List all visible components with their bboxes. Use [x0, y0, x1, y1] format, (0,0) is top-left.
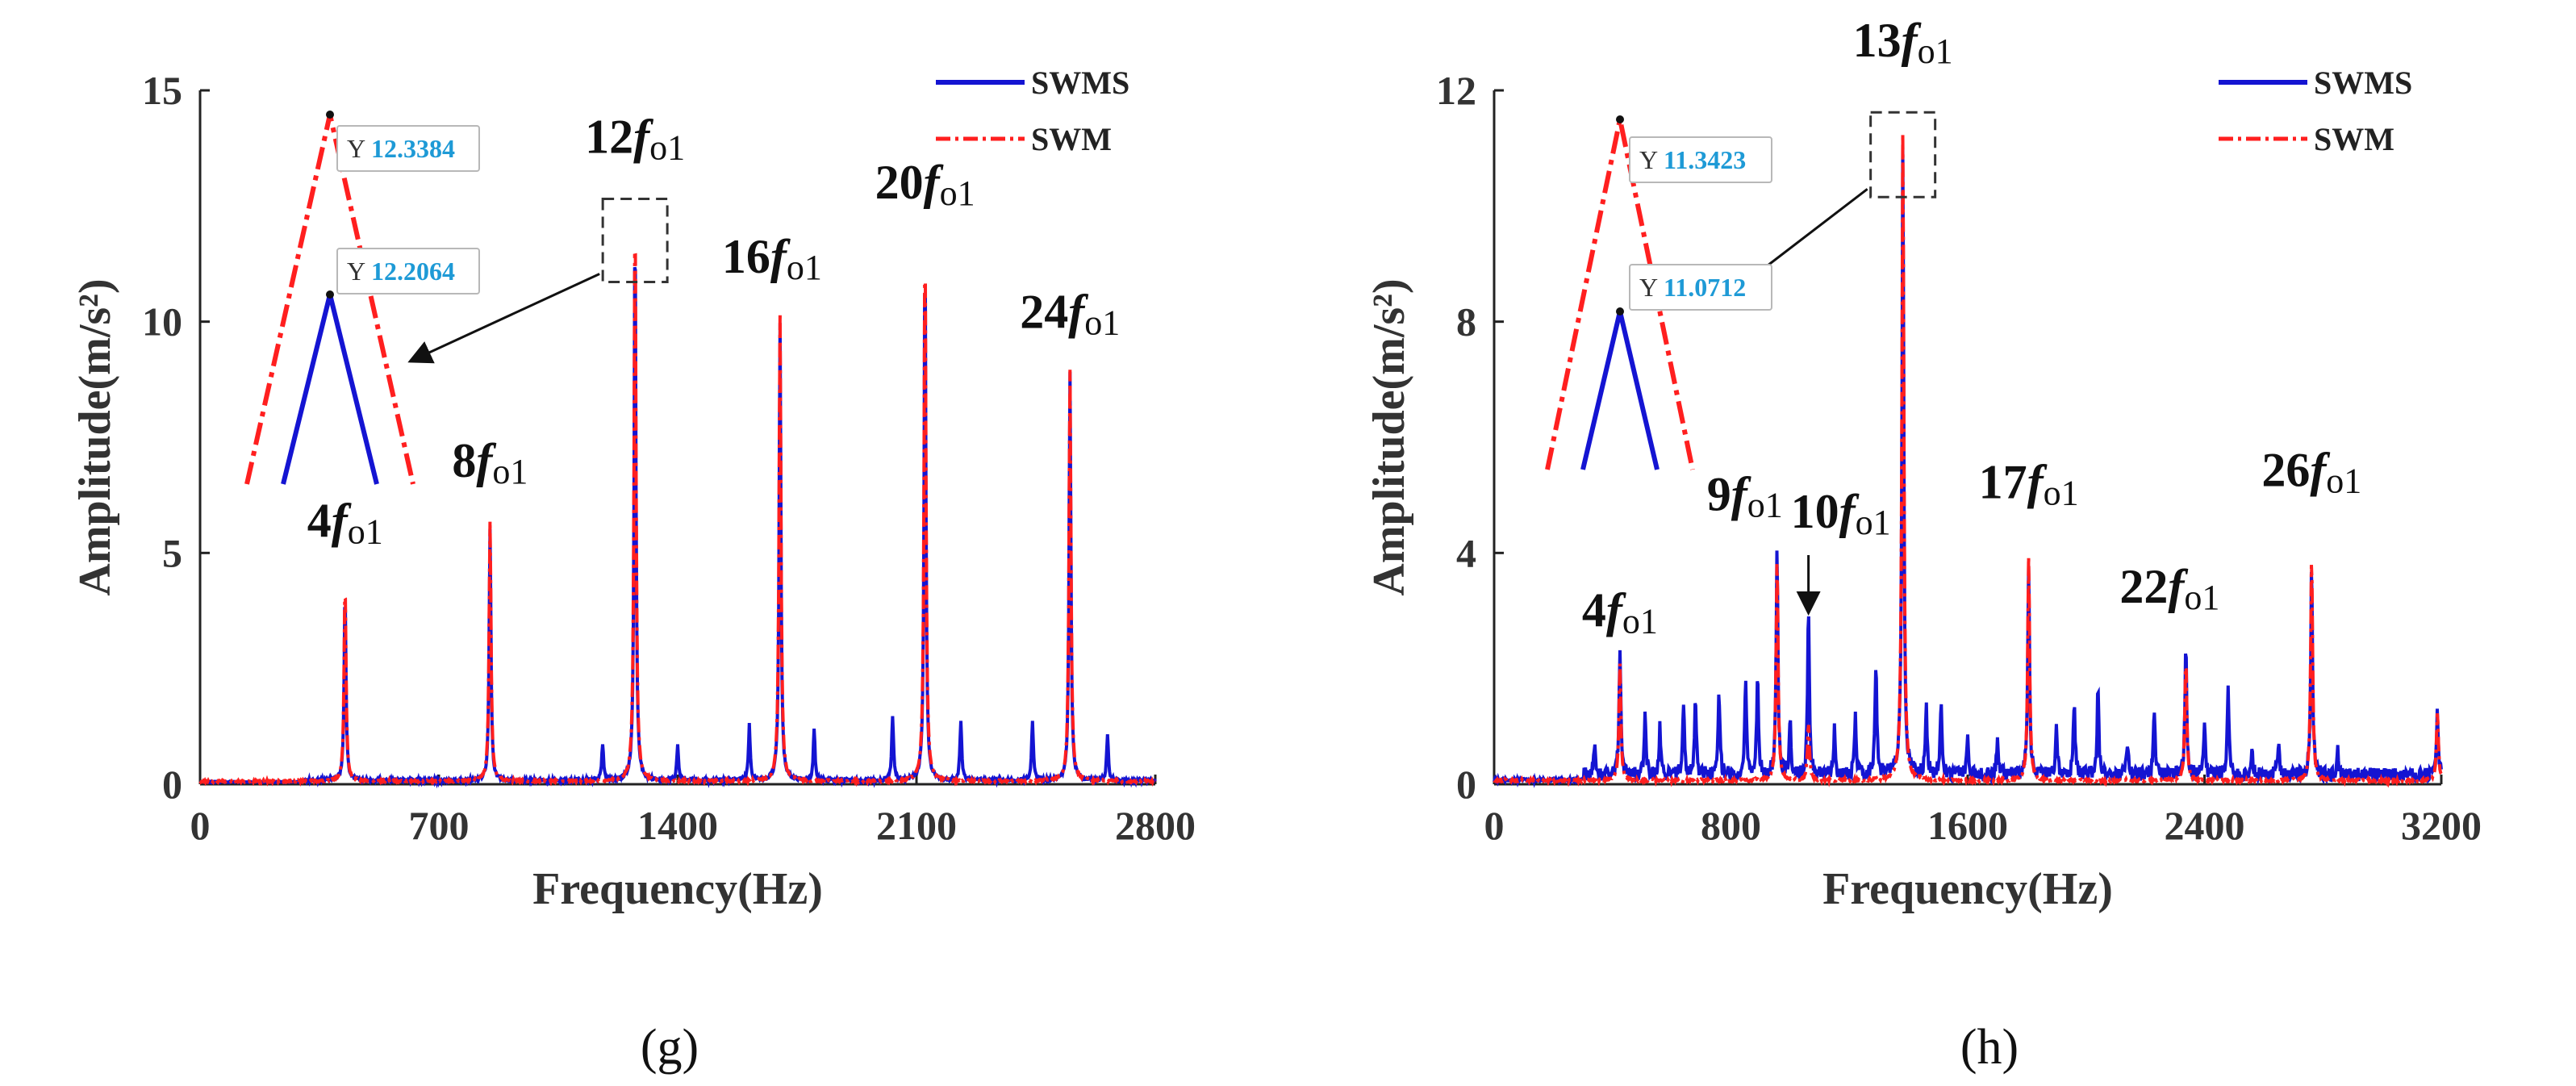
peak-annotation-subscript: o1	[492, 452, 528, 491]
datatip-box	[1629, 264, 1772, 311]
zoom-region-box	[601, 198, 669, 284]
series-line-swm	[198, 253, 1157, 787]
peak-annotation-subscript: o1	[1918, 31, 1953, 71]
peak-annotation: 4fo1	[1582, 583, 1658, 641]
peak-annotation: 16fo1	[722, 230, 822, 287]
zoom-arrow	[407, 273, 600, 364]
peak-annotation: 12fo1	[585, 111, 685, 168]
x-axis-label: Frequency(Hz)	[1822, 864, 2113, 914]
peak-annotation-order: 26	[2261, 444, 2310, 497]
peak-annotation: 17fo1	[1979, 456, 2079, 513]
peak-annotation-order: 9	[1707, 468, 1731, 521]
peak-annotation: 24fo1	[1020, 286, 1120, 343]
peak-annotation-order: 20	[875, 156, 924, 209]
datatip-label: Y	[1639, 145, 1658, 174]
datatip-label: Y	[347, 134, 365, 163]
panel-label: (h)	[1960, 1020, 2019, 1075]
legend-label-swms: SWMS	[1031, 65, 1129, 101]
peak-annotation: 4fo1	[307, 494, 383, 551]
peak-annotation: 26fo1	[2261, 444, 2361, 501]
peak-annotation-order: 17	[1979, 456, 2027, 509]
peak-annotation-subscript: o1	[1084, 303, 1120, 343]
y-tick-label: 15	[142, 68, 182, 113]
peak-annotation-order: 4	[307, 494, 332, 547]
peak-annotation-subscript: o1	[787, 248, 822, 287]
peak-annotation-order: 8	[452, 434, 476, 487]
x-axis-label: Frequency(Hz)	[532, 864, 823, 914]
series-line-swms	[1493, 144, 2443, 788]
peak-annotation: 20fo1	[875, 156, 975, 213]
datatip-value: 11.3423	[1664, 145, 1746, 174]
peak-annotation-subscript: o1	[649, 128, 685, 168]
datatip-label: Y	[347, 257, 365, 286]
y-axis-label: Amplitude(m/s²)	[70, 278, 120, 595]
peak-annotation-order: 10	[1791, 485, 1839, 538]
peak-annotation-order: 4	[1582, 583, 1606, 637]
peak-annotation-subscript: o1	[1622, 601, 1658, 641]
panel-g: 0 700 1400 2100 2800 0 5 10 15 Frequency(Hz) Ampli…	[70, 65, 1196, 1075]
y-tick-label: 0	[162, 762, 182, 807]
datatip-value: 11.0712	[1664, 273, 1746, 302]
peak-annotation-order: 13	[1853, 14, 1902, 67]
datatip-box	[336, 125, 480, 172]
panel-label: (g)	[641, 1020, 699, 1075]
datatip-marker	[1616, 307, 1624, 315]
datatip-box	[1629, 136, 1772, 183]
datatip-marker	[326, 111, 334, 119]
peak-annotation-subscript: o1	[1747, 486, 1783, 525]
peak-annotation: 8fo1	[452, 434, 528, 491]
peak-annotation: 13fo1	[1853, 14, 1953, 71]
legend-label-swms: SWMS	[2314, 65, 2412, 101]
series-line-swms	[199, 266, 1157, 789]
y-tick-label: 12	[1436, 68, 1476, 113]
peak-annotation-order: 16	[722, 230, 770, 283]
y-axis-label: Amplitude(m/s²)	[1364, 278, 1414, 595]
datatip-marker	[326, 290, 334, 299]
x-tick-label: 700	[409, 803, 470, 848]
peak-annotation-subscript: o1	[2044, 474, 2079, 513]
datatip-label: Y	[1639, 273, 1658, 302]
x-tick-label: 2100	[876, 803, 957, 848]
datatip-value: 12.2064	[371, 257, 455, 286]
y-tick-label: 10	[142, 299, 182, 345]
peak-annotation-order: 22	[2119, 560, 2168, 613]
peak-annotation-subscript: o1	[1856, 503, 1891, 542]
legend-label-swm: SWM	[2314, 121, 2394, 157]
inset-swm-peak	[1545, 119, 1695, 470]
peak-annotation: 9fo1	[1707, 468, 1783, 525]
zoom-region-box	[1869, 111, 1937, 198]
peak-annotation-subscript: o1	[2184, 578, 2219, 617]
x-tick-label: 2400	[2165, 803, 2245, 848]
x-tick-label: 1600	[1927, 803, 2008, 848]
x-tick-label: 1400	[637, 803, 718, 848]
x-tick-label: 3200	[2401, 803, 2482, 848]
x-tick-label: 800	[1701, 803, 1761, 848]
y-tick-label: 5	[162, 530, 182, 575]
peak-annotation-subscript: o1	[348, 512, 383, 551]
y-tick-label: 8	[1456, 299, 1476, 345]
y-tick-label: 4	[1456, 530, 1476, 575]
x-tick-label: 2800	[1115, 803, 1196, 848]
peak-annotation-subscript: o1	[2326, 462, 2361, 501]
peak-annotation-order: 24	[1020, 286, 1068, 339]
inset-swms-peak	[1580, 311, 1660, 470]
panel-h: 0 800 1600 2400 3200 0 4 8 12 Frequency(Hz) Amplit…	[1364, 14, 2482, 1075]
datatip-marker	[1616, 115, 1624, 123]
series-line-swm	[1493, 133, 2443, 788]
y-tick-label: 0	[1456, 762, 1476, 807]
inset-swms-peak	[281, 294, 379, 485]
peak-annotation-subscript: o1	[940, 173, 975, 213]
peak-annotation: 22fo1	[2119, 560, 2219, 617]
datatip-box	[336, 248, 480, 294]
datatip-value: 12.3384	[371, 134, 455, 163]
legend-label-swm: SWM	[1031, 121, 1112, 157]
x-tick-label: 0	[190, 803, 211, 848]
peak-annotation: 10fo1	[1791, 485, 1891, 542]
peak-annotation-order: 12	[585, 111, 633, 164]
x-tick-label: 0	[1484, 803, 1505, 848]
